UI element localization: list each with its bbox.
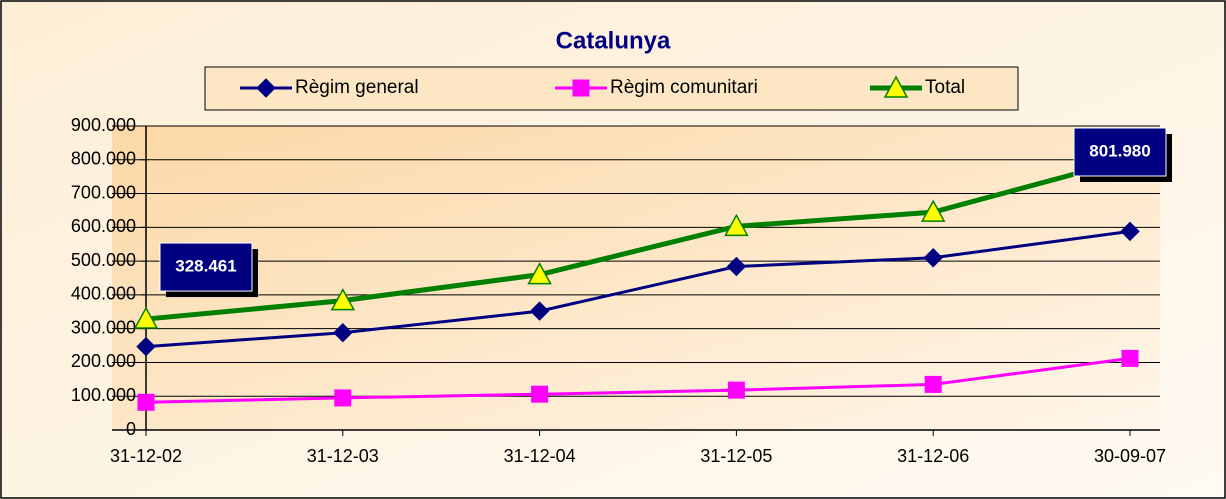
plot-area: [112, 126, 1160, 430]
data-label: 328.461: [175, 257, 236, 276]
point-marker: [529, 301, 550, 321]
legend-marker: [256, 78, 276, 98]
y-tick-label: 800.000: [71, 149, 136, 169]
legend-text: Total: [925, 77, 965, 98]
y-tick-label: 600.000: [71, 216, 136, 236]
legend-text: Règim general: [295, 77, 419, 98]
point-marker: [334, 389, 352, 407]
point-marker: [726, 256, 747, 277]
point-marker: [1120, 221, 1140, 242]
x-tick-label: 31-12-02: [110, 446, 182, 466]
series-line: [145, 356, 1131, 404]
point-marker: [133, 306, 159, 329]
y-tick-label: 0: [126, 419, 136, 439]
y-tick-label: 900.000: [71, 115, 136, 135]
point-marker: [531, 385, 549, 403]
x-tick-label: 31-12-05: [700, 446, 772, 466]
x-tick-label: 31-12-03: [307, 446, 379, 466]
y-tick-label: 500.000: [71, 250, 136, 270]
x-tick-label: 31-12-04: [504, 446, 576, 466]
point-marker: [333, 323, 353, 343]
point-marker: [923, 248, 943, 268]
y-tick-label: 100.000: [71, 385, 136, 405]
y-tick-label: 300.000: [71, 317, 136, 337]
x-tick-label: 30-09-07: [1094, 446, 1166, 466]
point-marker: [724, 213, 749, 237]
point-marker: [527, 262, 552, 285]
point-marker: [727, 381, 745, 399]
y-tick-label: 700.000: [71, 182, 136, 202]
point-marker: [330, 288, 356, 311]
y-tick-label: 400.000: [71, 284, 136, 304]
legend-marker: [883, 75, 909, 98]
x-tick-label: 31-12-06: [897, 446, 969, 466]
point-marker: [924, 375, 942, 393]
series-line: [145, 156, 1131, 322]
data-label-box: [159, 242, 253, 292]
chart-title: Catalunya: [556, 27, 671, 54]
point-marker: [920, 199, 946, 222]
y-tick-label: 200.000: [71, 351, 136, 371]
data-label-box: [1073, 127, 1167, 177]
series-line: [145, 229, 1131, 349]
data-label: 801.980: [1089, 141, 1150, 160]
legend-text: Règim comunitari: [610, 77, 758, 98]
point-marker: [136, 336, 156, 357]
point-marker: [1121, 349, 1139, 367]
legend-marker: [572, 79, 590, 97]
point-marker: [137, 393, 155, 411]
